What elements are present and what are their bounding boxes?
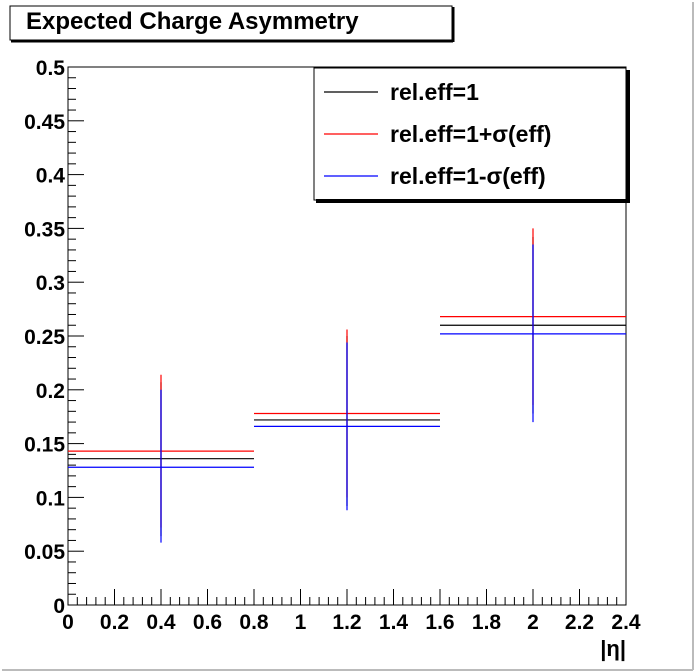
y-tick-labels: 0 0.05 0.1 0.15 0.2 0.25 0.3 0.35 0.4 0.45 0.5 (24, 57, 65, 618)
x-tick-label: 1.2 (332, 611, 361, 634)
y-tick-label: 0.4 (36, 165, 66, 188)
x-tick-label: 0.8 (239, 611, 269, 634)
series-3 (68, 244, 626, 543)
x-tick-label: 2.4 (611, 611, 641, 634)
y-tick-label: 0.5 (36, 57, 66, 80)
x-tick-label: 0.2 (100, 611, 129, 634)
legend-label: rel.eff=1 (390, 79, 479, 105)
y-tick-label: 0.15 (24, 434, 65, 457)
chart-title: Expected Charge Asymmetry (26, 8, 359, 35)
x-tick-label: 2.2 (565, 611, 594, 634)
x-tick-label: 0.4 (146, 611, 176, 634)
x-tick-label: 1.6 (425, 611, 454, 634)
title-box: Expected Charge Asymmetry (9, 5, 455, 43)
axis-ticks (67, 66, 627, 606)
y-tick-label: 0.2 (36, 380, 65, 403)
y-tick-label: 0 (53, 595, 65, 618)
x-tick-label: 0.6 (193, 611, 222, 634)
x-tick-label: 1 (295, 611, 307, 634)
y-tick-label: 0.45 (24, 111, 65, 134)
y-tick-label: 0.35 (24, 218, 65, 241)
y-tick-label: 0.1 (36, 487, 66, 510)
x-tick-label: 1.8 (472, 611, 502, 634)
x-tick-label: 1.4 (379, 611, 409, 634)
y-tick-label: 0.3 (36, 272, 65, 295)
legend-label: rel.eff=1-σ(eff) (390, 163, 546, 189)
x-tick-labels: 0 0.2 0.4 0.6 0.8 1 1.2 1.4 1.6 1.8 2 2.2 2.4 (62, 611, 641, 634)
x-tick-label: 0 (62, 611, 74, 634)
legend-entries: rel.eff=1 rel.eff=1+σ(eff) rel.eff=1-σ(eff… (324, 79, 551, 189)
title-box-frame (9, 5, 453, 41)
data-marks (68, 228, 626, 543)
x-tick-label: 2 (527, 611, 539, 634)
legend-label: rel.eff=1+σ(eff) (390, 121, 551, 147)
x-axis-label: |η| (600, 636, 626, 661)
legend: rel.eff=1 rel.eff=1+σ(eff) rel.eff=1-σ(eff… (313, 67, 630, 203)
y-tick-label: 0.25 (24, 326, 65, 349)
y-tick-label: 0.05 (24, 541, 65, 564)
